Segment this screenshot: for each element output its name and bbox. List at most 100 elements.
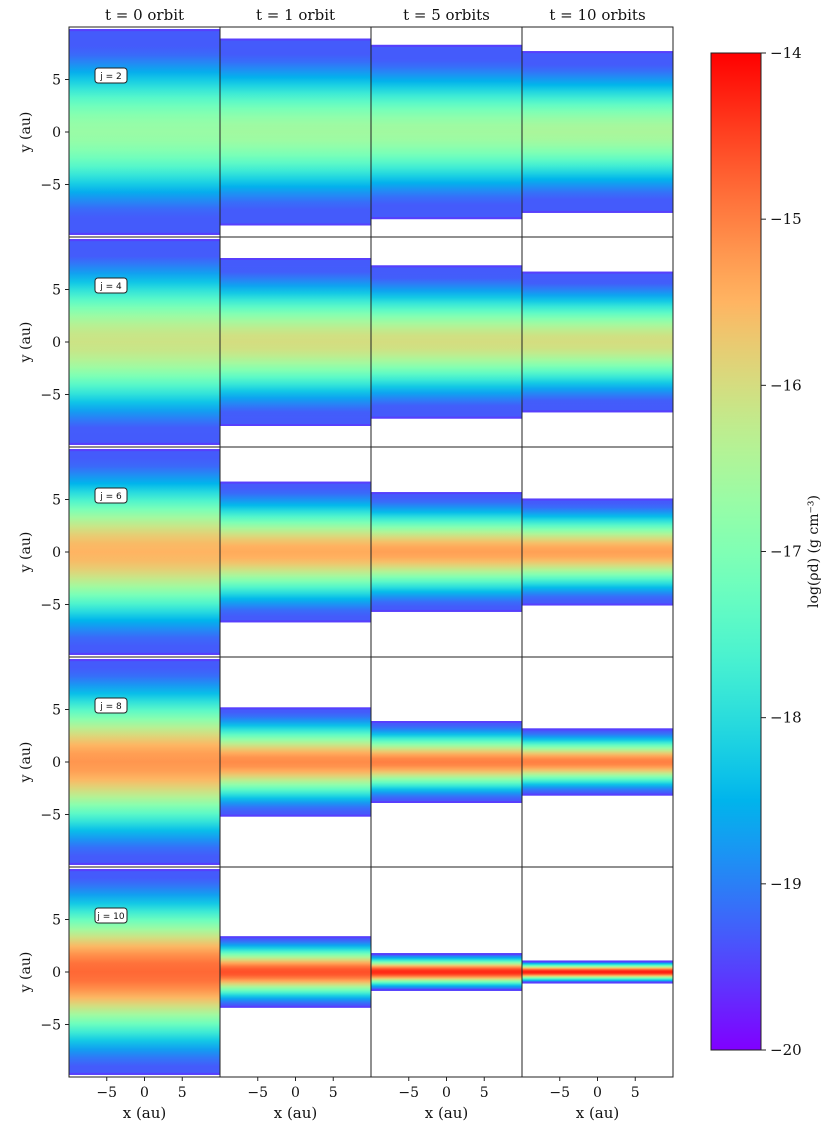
y-tick-label: 0	[52, 545, 61, 561]
x-axis-label: x (au)	[274, 1104, 318, 1122]
x-tick-label: 5	[178, 1085, 187, 1101]
y-tick-label: −5	[40, 178, 61, 194]
row-label-box	[94, 697, 128, 714]
panel	[219, 26, 372, 238]
density-layer	[69, 869, 220, 1075]
density-layer	[522, 271, 673, 413]
density-layer	[522, 728, 673, 796]
panel	[370, 26, 523, 238]
y-tick-label: 0	[52, 125, 61, 141]
axes-labels: y (au) y (au) y (au) y (au) y (au) x (au) x (a…	[18, 112, 619, 1122]
y-tick-label: 0	[52, 335, 61, 351]
row-label: j = 2	[99, 72, 122, 82]
panel-grid: 50−5j = 250−5j = 450−5j = 650−5j = 850−5…	[40, 26, 674, 1101]
colorbar-tick-label: −18	[770, 709, 802, 727]
panel	[521, 446, 674, 658]
y-axis-label: y (au)	[18, 742, 34, 784]
colorbar: −14 −15 −16 −17 −18 −19 −20 log(ρd) (g cm⁻³)	[710, 44, 822, 1059]
panel	[521, 236, 674, 448]
y-tick-label: 5	[52, 913, 61, 929]
panel: −5 0 5	[521, 866, 674, 1101]
density-layer	[69, 239, 220, 445]
density-layer	[69, 449, 220, 655]
row-label-box	[94, 277, 128, 294]
x-tick-label: 0	[442, 1085, 451, 1101]
y-tick-label: 0	[52, 965, 61, 981]
row-label: j = 10	[96, 912, 124, 922]
x-tick-label: −5	[247, 1085, 268, 1101]
colorbar-tick-label: −17	[770, 543, 802, 561]
column-title: t = 5 orbits	[403, 6, 490, 24]
y-tick-label: 5	[52, 703, 61, 719]
row-label: j = 6	[99, 492, 122, 502]
x-axis-label: x (au)	[425, 1104, 469, 1122]
x-axis-label: x (au)	[123, 1104, 167, 1122]
x-tick-label: 5	[329, 1085, 338, 1101]
density-layer	[69, 659, 220, 865]
x-tick-label: −5	[549, 1085, 570, 1101]
x-tick-label: 0	[140, 1085, 149, 1101]
y-axis-label: y (au)	[18, 322, 34, 364]
panel	[219, 446, 372, 658]
panel	[370, 446, 523, 658]
density-layer	[371, 721, 522, 803]
panel	[219, 656, 372, 868]
x-tick-label: 5	[631, 1085, 640, 1101]
colorbar-gradient	[710, 52, 762, 1051]
panel	[370, 236, 523, 448]
x-tick-label: 5	[480, 1085, 489, 1101]
panel: 5 0 −5 j = 4	[40, 236, 221, 448]
colorbar-tick-label: −15	[770, 210, 802, 228]
y-tick-label: −5	[40, 598, 61, 614]
y-tick-label: −5	[40, 1018, 61, 1034]
x-axis-label: x (au)	[576, 1104, 620, 1122]
x-tick-label: −5	[96, 1085, 117, 1101]
density-layer	[220, 936, 371, 1008]
row-label-box	[94, 67, 128, 84]
colorbar-tick-label: −14	[770, 44, 802, 62]
row-label-box	[94, 907, 128, 924]
panel	[521, 656, 674, 868]
y-tick-label: −5	[40, 808, 61, 824]
panel: 5 0 −5 j = 2	[40, 26, 221, 238]
panel	[370, 656, 523, 868]
x-tick-label: 0	[593, 1085, 602, 1101]
y-axis-label: y (au)	[18, 952, 34, 994]
y-tick-label: −5	[40, 388, 61, 404]
column-title: t = 0 orbit	[105, 6, 184, 24]
panel: −5 0 5	[219, 866, 372, 1101]
panel: 5 0 −5 j = 6	[40, 446, 221, 658]
x-tick-label: −5	[398, 1085, 419, 1101]
column-titles: t = 0 orbit t = 1 orbit t = 5 orbits t = 10…	[105, 6, 646, 24]
row-label: j = 8	[99, 702, 122, 712]
x-tick-label: 0	[291, 1085, 300, 1101]
row-label: j = 4	[99, 282, 122, 292]
panel: 5 0 −5 j = 10 −5 0 5	[40, 866, 221, 1101]
y-tick-label: 0	[52, 755, 61, 771]
colorbar-label: log(ρd) (g cm⁻³)	[806, 495, 822, 608]
density-layer	[220, 38, 371, 226]
colorbar-tick-label: −20	[770, 1041, 802, 1059]
panel: −5 0 5	[370, 866, 523, 1101]
panel	[219, 236, 372, 448]
density-layer	[220, 707, 371, 817]
density-layer	[371, 492, 522, 612]
y-tick-label: 5	[52, 283, 61, 299]
colorbar-tick-label: −16	[770, 376, 802, 394]
y-tick-label: 5	[52, 493, 61, 509]
column-title: t = 10 orbits	[549, 6, 645, 24]
density-layer	[371, 265, 522, 419]
density-layer	[522, 960, 673, 984]
y-axis-label: y (au)	[18, 112, 34, 154]
y-tick-label: 5	[52, 73, 61, 89]
density-layer	[69, 29, 220, 235]
colorbar-tick-label: −19	[770, 875, 802, 893]
density-layer	[522, 498, 673, 606]
density-layer	[371, 44, 522, 220]
panel	[521, 26, 674, 238]
density-layer	[522, 51, 673, 213]
y-axis-label: y (au)	[18, 532, 34, 574]
density-layer	[371, 953, 522, 991]
density-layer	[220, 481, 371, 623]
